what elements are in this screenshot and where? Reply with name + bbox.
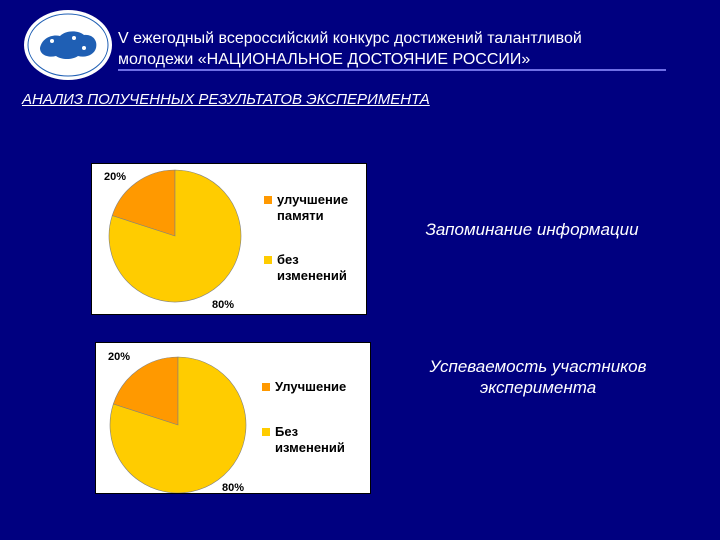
- legend-label-0-1-0: без: [277, 252, 299, 267]
- legend-label-0-1-1: изменений: [277, 268, 347, 283]
- pie-slice-1-1: [109, 356, 247, 493]
- chart-caption-performance-line1: Успеваемость участников: [429, 357, 647, 376]
- pie-data-label-1-0: 20%: [108, 351, 130, 363]
- contest-logo: [24, 10, 112, 80]
- pie-data-label-0-0: 20%: [104, 171, 126, 183]
- pie-data-label-1-1: 80%: [222, 482, 244, 493]
- header-divider: [118, 69, 666, 71]
- pie-slice-1-0: [112, 356, 179, 426]
- legend-label-1-1-1: изменений: [275, 440, 345, 455]
- legend-label-0-0-1: памяти: [277, 208, 324, 223]
- section-title: АНАЛИЗ ПОЛУЧЕННЫХ РЕЗУЛЬТАТОВ ЭКСПЕРИМЕН…: [22, 91, 430, 108]
- legend-swatch-0-1: [264, 256, 272, 264]
- chart-panel-memory: 20% 80% улучшение памяти без изменений: [91, 163, 367, 315]
- chart-caption-performance: Успеваемость участников эксперимента: [388, 356, 688, 398]
- chart-caption-performance-line2: эксперимента: [479, 378, 597, 397]
- legend-swatch-1-0: [262, 383, 270, 391]
- legend-swatch-0-0: [264, 196, 272, 204]
- legend-label-0-0-0: улучшение: [277, 192, 348, 207]
- russia-map-icon: [40, 31, 97, 59]
- legend-swatch-1-1: [262, 428, 270, 436]
- legend-label-1-1-0: Без: [275, 424, 299, 439]
- header-title: V ежегодный всероссийский конкурс достиж…: [118, 28, 678, 70]
- header-title-line1: V ежегодный всероссийский конкурс достиж…: [118, 30, 582, 47]
- pie-data-label-0-1: 80%: [212, 299, 234, 311]
- pie-slice-0-0: [111, 169, 176, 237]
- pie-slice-0-1: [108, 169, 242, 303]
- legend-label-1-0-0: Улучшение: [275, 379, 346, 394]
- chart-caption-memory: Запоминание информации: [425, 220, 639, 239]
- legend-item-1-0: Улучшение: [262, 379, 346, 394]
- chart-panel-performance: 20% 80% Улучшение Без изменений: [95, 342, 371, 494]
- header-title-line2: молодежи «НАЦИОНАЛЬНОЕ ДОСТОЯНИЕ РОССИИ»: [118, 51, 531, 68]
